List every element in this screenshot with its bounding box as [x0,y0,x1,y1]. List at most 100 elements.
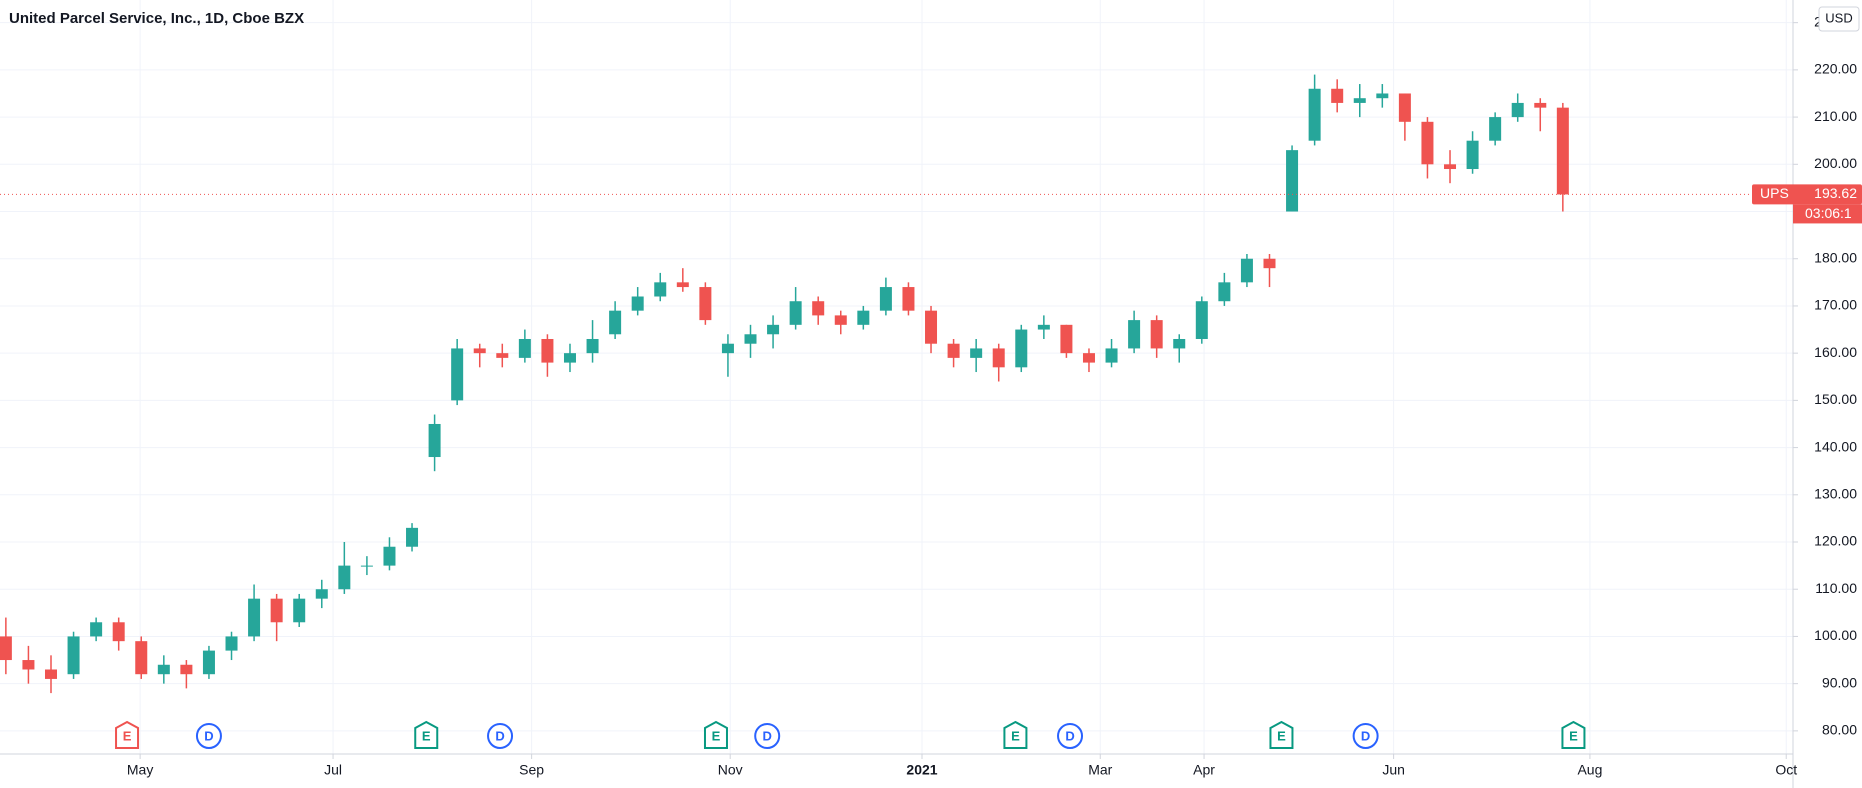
candle [1353,84,1366,118]
candle [473,343,486,368]
candle [1556,102,1569,212]
candle-body [180,664,193,675]
y-tick-label: 110.00 [1815,580,1857,596]
event-marker[interactable]: D [1057,723,1084,749]
candle-body [789,301,802,325]
candle [834,310,847,335]
event-badge [1561,720,1586,749]
candle [676,268,689,292]
event-marker[interactable]: D [487,723,514,749]
candle [248,584,261,642]
candle [902,282,915,316]
candle [67,631,80,679]
event-marker[interactable]: E [115,720,140,749]
event-marker[interactable]: E [1561,720,1586,749]
candle [383,537,396,571]
candle [1489,112,1502,146]
event-marker[interactable]: E [1269,720,1294,749]
candle [631,287,644,316]
event-marker[interactable]: D [1352,723,1379,749]
event-marker[interactable]: D [195,723,222,749]
event-label: D [495,728,504,743]
candle-body [1105,348,1118,363]
candle-body [879,287,892,311]
chart-title: United Parcel Service, Inc., 1D, Cboe BZ… [9,10,304,27]
x-tick-label: Jun [1382,762,1405,778]
event-label: D [1361,728,1370,743]
candle-body [112,622,125,642]
y-tick-label: 150.00 [1814,391,1857,407]
x-tick-label: Mar [1088,762,1112,778]
y-tick-label: 130.00 [1814,486,1857,502]
axes: 80.00 90.00 100.00 110.00 120.00 130.00 140.00… [127,6,1862,778]
candle-body [947,343,960,358]
event-badge [754,723,781,749]
candle-body [67,636,80,675]
candle-body [1195,301,1208,339]
event-label: E [1011,728,1020,743]
candle-body [360,565,373,567]
event-marker[interactable]: E [414,720,439,749]
candle-body [406,527,419,547]
y-tick-label: 180.00 [1814,249,1857,265]
candle-body [857,310,870,325]
x-tick-label: Oct [1775,762,1797,778]
candle [202,645,215,679]
candle-body [586,338,599,354]
candle [90,617,103,642]
candle-body [293,598,306,623]
candle [1173,334,1186,363]
candle-body [992,348,1005,368]
candle [225,631,238,661]
candle [744,324,757,358]
candle-body [654,282,667,297]
currency-label: USD [1825,10,1852,25]
candle [315,579,328,609]
countdown-badge [1793,204,1862,224]
candle [1286,145,1299,212]
y-tick-label: 120.00 [1814,533,1857,549]
candle [44,655,57,694]
candle-body [428,423,441,458]
candle-body [248,598,261,637]
candle-body [1240,258,1253,283]
y-tick-label: 200.00 [1814,155,1857,171]
candle [699,282,712,325]
y-tick-label: 220.00 [1814,61,1857,77]
currency-button[interactable] [1818,6,1860,32]
candle-body [270,598,283,623]
candle-body [1398,93,1411,122]
y-tick-label: 140.00 [1814,438,1857,454]
event-marker[interactable]: D [754,723,781,749]
candle-body [518,338,531,358]
candle-body [609,310,622,335]
x-tick-label: Apr [1193,762,1215,778]
event-badge [1352,723,1379,749]
candle-body [1150,320,1163,349]
candle-body [1060,324,1073,354]
candle [428,414,441,472]
candle-body [383,546,396,566]
y-tick-label: 80.00 [1822,722,1857,738]
candle [112,617,125,651]
event-label: E [1569,728,1578,743]
candle-body [767,324,780,335]
candle-body [315,589,328,599]
candle-body [744,334,757,344]
event-marker[interactable]: E [1003,720,1028,749]
candle-body [563,353,576,363]
candle-body [1556,107,1569,195]
candle-body [1353,98,1366,103]
candle [180,660,193,689]
candle [1444,150,1457,184]
candle-body [902,287,915,311]
candle [992,343,1005,382]
candle-body [0,636,12,661]
event-label: D [204,728,213,743]
last-price-value: 193.62 [1814,185,1857,201]
candle-body [338,565,351,590]
event-marker[interactable]: E [703,720,728,749]
